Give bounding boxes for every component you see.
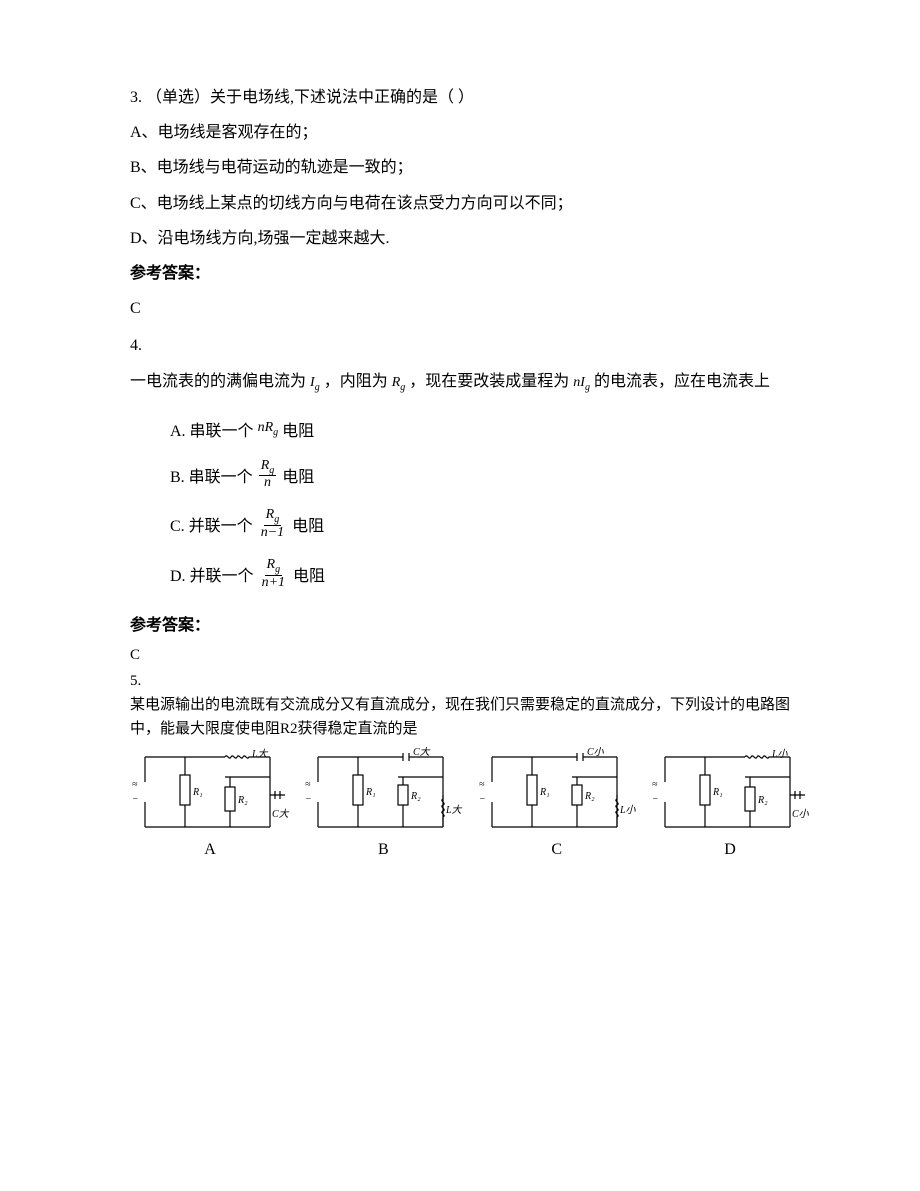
q4-option-c-text1: C. 并联一个 (170, 512, 253, 536)
svg-text:C小: C小 (587, 747, 605, 758)
q5-circuit-c-svg: ≈ − R₁ R₂ L小 C小 (477, 747, 637, 837)
svg-text:−: − (132, 794, 139, 805)
svg-text:L小: L小 (619, 804, 637, 816)
q4-option-d: D. 并联一个 Rg n+1 电阻 (170, 558, 810, 590)
q5-number: 5. (130, 669, 810, 693)
q5-circuit-b: ≈ − R₁ R₂ L大 C大 B (303, 747, 463, 859)
svg-text:R₁: R₁ (539, 787, 550, 798)
svg-text:R₂: R₂ (757, 795, 768, 806)
q3-answer-label: 参考答案： (130, 256, 810, 291)
q5-label-d: D (724, 841, 736, 859)
q5-circuit-b-svg: ≈ − R₁ R₂ L大 C大 (303, 747, 463, 837)
q4-answer-label: 参考答案： (130, 608, 810, 643)
svg-text:C小: C小 (792, 808, 810, 820)
q3-answer: C (130, 291, 810, 326)
svg-text:−: − (305, 794, 312, 805)
q4-option-a-text2: 电阻 (282, 417, 314, 441)
svg-text:C大: C大 (272, 808, 290, 820)
q4-option-d-text2: 电阻 (293, 562, 325, 586)
q4-nig: nIg (573, 375, 590, 390)
q5-circuit-d: ≈ − R₁ R₂ C小 L小 D (650, 747, 810, 859)
q4-option-a-expr: nRg (258, 420, 279, 438)
q3-option-a: A、电场线是客观存在的； (130, 115, 810, 150)
q4-option-b-text1: B. 串联一个 (170, 463, 253, 487)
svg-text:≈: ≈ (479, 779, 485, 790)
svg-text:L大: L大 (251, 748, 269, 760)
q5-circuits: ≈ − R₁ R₂ C大 L大 A (130, 747, 810, 859)
svg-text:R₁: R₁ (712, 787, 723, 798)
q4-stem-part2: ，内阻为 (324, 373, 388, 390)
q5-label-b: B (378, 841, 389, 859)
q4-option-c-frac: Rg n−1 (259, 508, 286, 540)
svg-text:R₂: R₂ (237, 795, 248, 806)
svg-text:R₁: R₁ (365, 787, 376, 798)
q3-option-c: C、电场线上某点的切线方向与电荷在该点受力方向可以不同； (130, 186, 810, 221)
q4-stem: 一电流表的的满偏电流为 Ig ，内阻为 Rg ，现在要改装成量程为 nIg 的电… (130, 364, 810, 399)
q5-label-a: A (204, 841, 216, 859)
svg-text:≈: ≈ (652, 779, 658, 790)
q4-option-b-frac: Rg n (259, 459, 277, 491)
q4-number: 4. (130, 328, 810, 363)
q4-ig: Ig (310, 375, 320, 390)
svg-text:L大: L大 (445, 804, 463, 816)
q4-stem-part4: 的电流表，应在电流表上 (594, 373, 770, 390)
svg-text:≈: ≈ (305, 779, 311, 790)
q4-option-d-frac: Rg n+1 (260, 558, 287, 590)
svg-text:−: − (479, 794, 486, 805)
q4-option-c: C. 并联一个 Rg n−1 电阻 (170, 508, 810, 540)
svg-text:≈: ≈ (132, 779, 138, 790)
q4-option-c-text2: 电阻 (292, 512, 324, 536)
q5-label-c: C (551, 841, 562, 859)
q3-stem: 3. （单选）关于电场线,下述说法中正确的是（ ） (130, 80, 810, 115)
q5-circuit-a: ≈ − R₁ R₂ C大 L大 A (130, 747, 290, 859)
svg-text:L小: L小 (771, 748, 789, 760)
q4-answer: C (130, 643, 810, 667)
q5-circuit-d-svg: ≈ − R₁ R₂ C小 L小 (650, 747, 810, 837)
svg-text:R₂: R₂ (410, 791, 421, 802)
q4-option-a: A. 串联一个 nRg 电阻 (170, 417, 810, 441)
q4-option-b: B. 串联一个 Rg n 电阻 (170, 459, 810, 491)
q4-option-b-text2: 电阻 (282, 463, 314, 487)
q4-stem-part3: ，现在要改装成量程为 (409, 373, 569, 390)
q3-option-b: B、电场线与电荷运动的轨迹是一致的； (130, 150, 810, 185)
q3-option-d: D、沿电场线方向,场强一定越来越大. (130, 221, 810, 256)
svg-text:R₁: R₁ (192, 787, 203, 798)
svg-text:−: − (652, 794, 659, 805)
q4-option-d-text1: D. 并联一个 (170, 562, 254, 586)
q5-stem: 某电源输出的电流既有交流成分又有直流成分，现在我们只需要稳定的直流成分，下列设计… (130, 693, 810, 741)
q5-circuit-a-svg: ≈ − R₁ R₂ C大 L大 (130, 747, 290, 837)
q5-circuit-c: ≈ − R₁ R₂ L小 C小 C (477, 747, 637, 859)
svg-text:R₂: R₂ (584, 791, 595, 802)
q4-option-a-text1: A. 串联一个 (170, 417, 254, 441)
q4-stem-part1: 一电流表的的满偏电流为 (130, 373, 306, 390)
svg-text:C大: C大 (413, 747, 431, 758)
q4-rg: Rg (392, 375, 406, 390)
